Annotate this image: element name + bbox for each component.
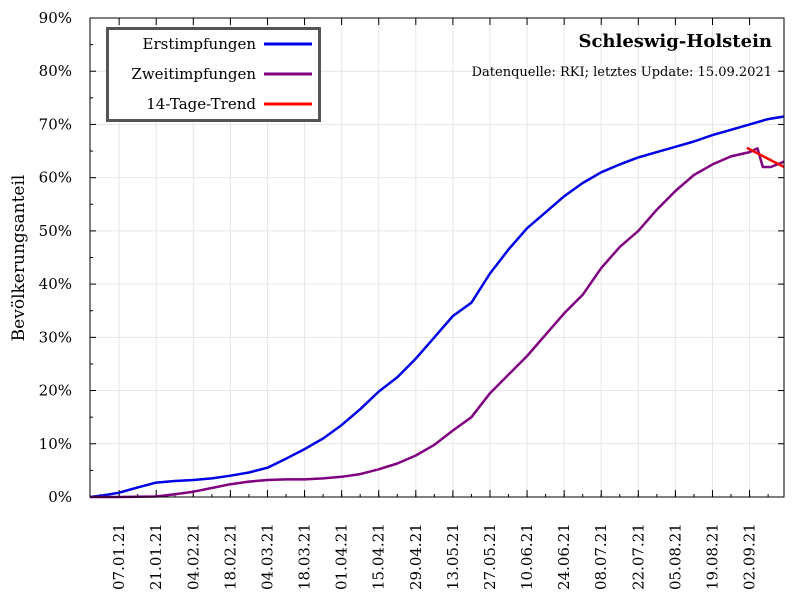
x-tick-label: 24.06.21 xyxy=(555,523,573,590)
series-line-0 xyxy=(89,115,785,499)
x-tick-label: 02.09.21 xyxy=(741,523,759,590)
y-tick-label: 60% xyxy=(39,169,72,187)
y-tick-label: 30% xyxy=(39,328,72,346)
series-line-2 xyxy=(746,146,785,169)
legend-label: Zweitimpfungen xyxy=(131,65,256,83)
y-tick-label: 80% xyxy=(39,62,72,80)
x-tick-label: 01.04.21 xyxy=(333,523,351,590)
x-tick-label: 18.03.21 xyxy=(296,523,314,590)
x-tick-label: 07.01.21 xyxy=(110,523,128,590)
x-tick-label: 15.04.21 xyxy=(370,523,388,590)
chart-subtitle: Datenquelle: RKI; letztes Update: 15.09.… xyxy=(472,65,772,80)
y-tick-label: 90% xyxy=(39,9,72,27)
y-tick-label: 20% xyxy=(39,382,72,400)
plot-frame xyxy=(89,17,785,498)
x-tick-label: 05.08.21 xyxy=(666,523,684,590)
x-tick-label: 13.05.21 xyxy=(444,523,462,590)
y-tick-label: 10% xyxy=(39,435,72,453)
chart-title: Schleswig-Holstein xyxy=(578,31,772,52)
y-tick-label: 0% xyxy=(48,488,72,506)
y-tick-label: 70% xyxy=(39,115,72,133)
x-tick-label: 22.07.21 xyxy=(629,523,647,590)
series-line-1 xyxy=(90,147,785,499)
x-tick-label: 18.02.21 xyxy=(221,523,239,590)
x-tick-label: 04.03.21 xyxy=(258,523,276,590)
y-tick-label: 40% xyxy=(39,275,72,293)
y-axis-label: Bevölkerungsanteil xyxy=(9,175,29,342)
x-tick-label: 27.05.21 xyxy=(481,523,499,590)
legend-label: Erstimpfungen xyxy=(143,35,257,53)
x-tick-label: 10.06.21 xyxy=(518,523,536,590)
x-tick-label: 08.07.21 xyxy=(592,523,610,590)
legend-label: 14-Tage-Trend xyxy=(146,95,256,113)
x-tick-label: 21.01.21 xyxy=(147,523,165,590)
x-tick-label: 19.08.21 xyxy=(703,523,721,590)
x-tick-label: 29.04.21 xyxy=(407,523,425,590)
x-tick-label: 04.02.21 xyxy=(184,523,202,590)
y-tick-label: 50% xyxy=(39,222,72,240)
